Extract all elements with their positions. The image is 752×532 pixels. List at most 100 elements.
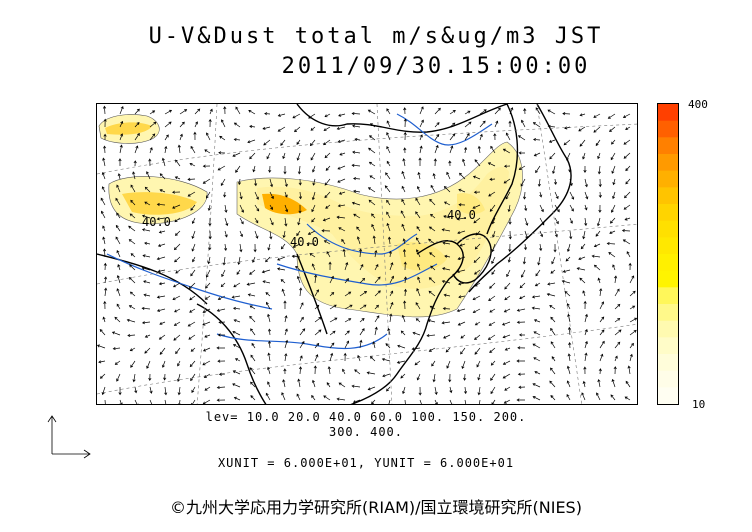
- wind-arrow: [267, 243, 271, 251]
- wind-arrow: [549, 305, 556, 310]
- wind-arrow: [249, 124, 256, 129]
- wind-arrow: [403, 131, 407, 141]
- wind-arrow: [282, 379, 286, 388]
- wind-arrow: [566, 365, 571, 375]
- colorbar-swatch: [658, 287, 678, 305]
- wind-arrow: [164, 134, 169, 141]
- wind-arrow: [358, 248, 363, 258]
- wind-arrow: [568, 342, 572, 349]
- wind-arrow: [403, 288, 408, 297]
- wind-arrow: [128, 277, 136, 284]
- wind-arrow: [342, 248, 346, 258]
- wind-arrow: [141, 321, 151, 325]
- wind-arrow: [351, 124, 361, 128]
- wind-arrow: [550, 269, 556, 274]
- wind-arrow: [237, 178, 242, 186]
- wind-arrow: [313, 365, 317, 375]
- wind-arrow: [202, 321, 211, 326]
- wind-arrow: [174, 176, 181, 180]
- wind-arrow: [443, 201, 451, 206]
- wind-arrow: [554, 230, 558, 238]
- wind-arrow: [100, 197, 106, 206]
- wind-arrow: [173, 243, 181, 251]
- wind-arrow: [494, 107, 501, 115]
- wind-arrow: [132, 373, 136, 383]
- wind-arrow: [372, 235, 376, 245]
- wind-arrow: [614, 329, 622, 336]
- wind-arrow: [627, 365, 631, 375]
- wind-arrow: [621, 229, 631, 233]
- wind-arrow: [459, 243, 466, 247]
- wind-arrow: [204, 334, 211, 338]
- wind-arrow: [283, 165, 287, 175]
- wind-arrow: [205, 282, 211, 289]
- wind-arrow: [218, 151, 226, 155]
- wind-arrow: [584, 328, 588, 336]
- graticule: [97, 104, 637, 404]
- wind-arrow: [149, 386, 153, 394]
- wind-arrow: [516, 398, 526, 402]
- wind-arrow: [582, 230, 586, 240]
- wind-arrow: [402, 158, 406, 167]
- wind-arrow: [172, 204, 181, 209]
- wind-arrow: [190, 373, 196, 382]
- wind-arrow: [174, 217, 181, 223]
- wind-arrow: [141, 228, 151, 232]
- wind-arrow: [531, 306, 541, 310]
- wind-arrow: [626, 251, 631, 258]
- wind-arrow: [189, 295, 196, 301]
- wind-arrow: [416, 288, 421, 297]
- wind-arrow: [474, 321, 481, 326]
- wind-arrow: [329, 330, 336, 336]
- wind-arrow: [506, 269, 511, 278]
- wind-arrow: [115, 224, 121, 232]
- wind-arrow: [629, 305, 636, 310]
- wind-arrow: [134, 386, 138, 394]
- wind-arrow: [128, 239, 136, 245]
- wind-arrow: [337, 204, 346, 208]
- wind-arrow: [534, 370, 541, 375]
- wind-arrow: [502, 148, 511, 154]
- wind-arrow: [134, 108, 140, 115]
- wind-arrow: [434, 386, 438, 396]
- colorbar-max-label: 400: [688, 98, 708, 111]
- wind-arrow: [351, 111, 361, 116]
- wind-arrow: [250, 328, 256, 336]
- wind-arrow: [329, 304, 337, 310]
- wind-arrow: [479, 133, 483, 141]
- wind-arrow: [582, 290, 586, 297]
- wind-arrow: [584, 313, 588, 323]
- wind-arrow: [419, 145, 423, 154]
- wind-arrow: [432, 373, 436, 383]
- wind-arrow: [456, 308, 466, 313]
- wind-arrow: [610, 394, 616, 401]
- wind-arrow: [598, 368, 602, 375]
- wind-arrow: [629, 329, 637, 336]
- wind-arrow: [263, 139, 271, 146]
- wind-arrow: [517, 372, 526, 376]
- wind-arrow: [235, 106, 241, 115]
- wind-arrow: [323, 139, 331, 146]
- wind-arrow: [535, 269, 541, 277]
- wind-arrow: [208, 217, 212, 227]
- wind-arrow: [414, 360, 421, 366]
- wind-arrow: [401, 185, 406, 193]
- wind-arrow: [434, 122, 440, 128]
- wind-arrow: [622, 239, 631, 245]
- colorbar-swatch: [658, 337, 678, 355]
- wind-arrow: [191, 230, 196, 240]
- wind-arrow: [359, 318, 365, 323]
- wind-arrow: [130, 253, 136, 258]
- wind-arrow: [101, 386, 106, 396]
- wind-arrow: [217, 165, 226, 171]
- wind-arrow: [593, 113, 601, 118]
- wind-arrow: [597, 378, 601, 388]
- wind-arrow: [418, 157, 422, 167]
- wind-arrow: [164, 399, 167, 404]
- wind-arrow: [625, 126, 631, 130]
- wind-arrow: [158, 230, 166, 234]
- wind-arrow: [578, 126, 586, 132]
- wind-arrow: [490, 373, 496, 381]
- wind-arrow: [118, 386, 122, 396]
- wind-arrow: [221, 269, 226, 278]
